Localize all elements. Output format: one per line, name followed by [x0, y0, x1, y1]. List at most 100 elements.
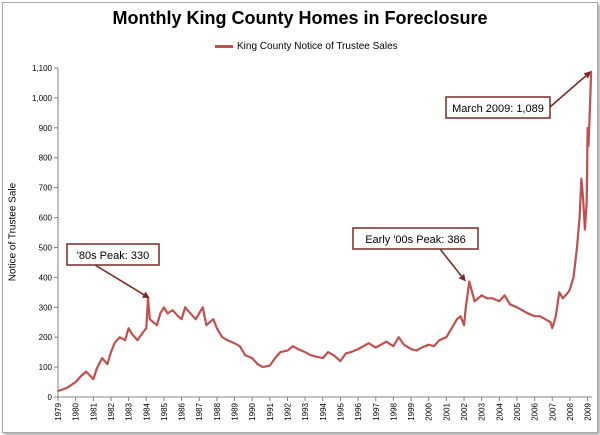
data-point	[262, 366, 264, 368]
legend: King County Notice of Trustee Sales	[215, 41, 398, 52]
legend-swatch	[215, 45, 233, 48]
y-tick-label: 500	[39, 243, 53, 252]
data-point	[304, 351, 306, 353]
series-layer	[57, 70, 593, 393]
data-point	[309, 354, 312, 356]
y-tick-label: 300	[39, 303, 53, 312]
x-tick-label: 2008	[566, 402, 575, 420]
data-point	[420, 346, 423, 349]
annotation-label: March 2009: 1,089	[452, 103, 544, 115]
data-point	[509, 303, 511, 306]
data-point	[350, 351, 352, 353]
data-point	[292, 345, 294, 348]
data-point	[226, 339, 229, 342]
annotation-arrow	[94, 264, 145, 296]
data-point	[233, 342, 236, 345]
data-point	[588, 121, 591, 123]
data-point	[269, 364, 271, 367]
data-point	[362, 345, 365, 348]
x-tick-label: 1999	[407, 402, 416, 420]
data-point	[124, 339, 126, 342]
x-tick-label: 1995	[336, 402, 345, 420]
chart-title: Monthly King County Homes in Foreclosure	[112, 8, 488, 28]
data-point	[445, 336, 448, 339]
data-point	[578, 216, 581, 219]
data-point	[166, 312, 169, 315]
data-point	[558, 291, 561, 294]
data-point	[491, 297, 494, 300]
x-tick-label: 1988	[213, 402, 222, 420]
data-point	[85, 370, 87, 373]
data-point	[533, 315, 536, 318]
data-point	[322, 357, 324, 359]
annotations-layer: '80s Peak: 330 Early '00s Peak: 386 March …	[66, 71, 592, 299]
data-point	[66, 387, 68, 389]
data-point	[539, 315, 541, 318]
data-point	[163, 306, 165, 309]
y-axis: 0 100 200 300 400 500 600 700 800 900 1,000 1,100	[32, 64, 59, 402]
x-tick-label: 2006	[531, 402, 540, 420]
data-point	[572, 276, 575, 279]
data-point	[473, 300, 476, 303]
data-point	[136, 339, 139, 342]
x-tick-label: 1994	[319, 402, 328, 420]
data-point	[397, 336, 400, 339]
data-point	[585, 201, 588, 204]
data-point	[180, 318, 183, 321]
x-tick-label: 1989	[231, 402, 240, 420]
annotation-box	[352, 227, 479, 250]
x-tick-label: 2004	[495, 402, 504, 420]
data-point	[212, 318, 215, 321]
data-point	[202, 306, 204, 309]
data-point	[113, 342, 116, 345]
data-point	[119, 336, 121, 339]
y-tick-label: 100	[39, 363, 53, 372]
data-point	[582, 198, 584, 201]
data-point	[189, 312, 192, 315]
data-point	[274, 357, 276, 359]
x-tick-label: 1993	[301, 402, 310, 420]
data-point	[251, 357, 253, 359]
y-tick-label: 200	[39, 333, 53, 342]
annotation-label: '80s Peak: 330	[77, 250, 149, 262]
data-point	[101, 357, 103, 359]
data-point	[516, 306, 518, 309]
data-point	[184, 306, 186, 309]
data-point	[127, 327, 130, 330]
data-point	[551, 327, 554, 330]
annotation-arrowhead	[458, 273, 466, 282]
data-point	[438, 339, 441, 342]
data-point	[456, 318, 458, 321]
data-point	[80, 375, 82, 377]
data-point	[177, 315, 179, 318]
x-tick-label: 1984	[142, 402, 151, 420]
annotation-label: Early '00s Peak: 386	[365, 234, 466, 246]
x-tick-label: 2009	[584, 402, 593, 420]
data-point	[459, 315, 462, 318]
data-point	[106, 363, 109, 365]
data-point	[586, 127, 589, 129]
data-point	[194, 318, 197, 321]
data-point	[562, 297, 564, 300]
data-point	[375, 346, 377, 349]
data-point	[96, 367, 98, 370]
data-point	[221, 336, 223, 339]
y-tick-label: 800	[39, 154, 53, 163]
data-point	[450, 327, 453, 330]
annotation-arrowhead	[583, 71, 592, 79]
x-tick-label: 2001	[442, 402, 451, 420]
data-point	[279, 351, 282, 353]
data-point	[569, 288, 571, 291]
x-tick-label: 1990	[248, 402, 257, 420]
annotation-box	[66, 243, 160, 266]
x-tick-label: 2005	[513, 402, 522, 420]
data-point	[380, 343, 382, 346]
annotation-arrow	[549, 75, 587, 108]
data-point	[415, 349, 418, 352]
y-tick-label: 0	[48, 393, 53, 402]
x-tick-label: 1980	[72, 402, 81, 420]
x-tick-label: 2007	[548, 402, 557, 420]
data-point	[567, 291, 569, 294]
x-tick-label: 1997	[372, 402, 381, 420]
